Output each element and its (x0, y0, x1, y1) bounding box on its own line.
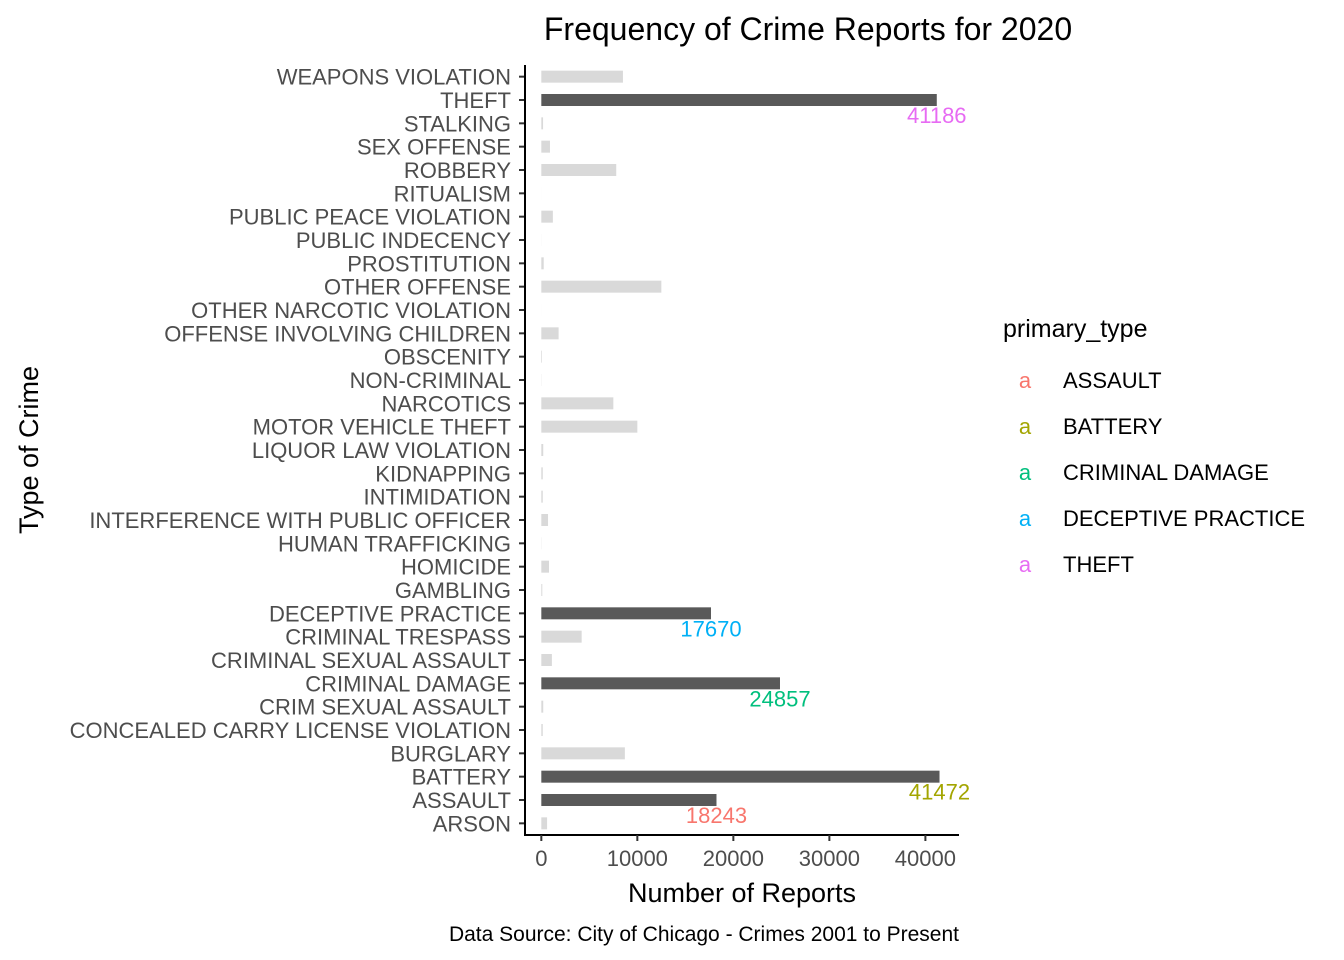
y-tick-label: LIQUOR LAW VIOLATION (252, 438, 511, 463)
bar (541, 677, 780, 690)
bar (541, 350, 542, 363)
y-tick-label: NARCOTICS (381, 391, 511, 416)
y-tick-label: OTHER OFFENSE (324, 275, 511, 300)
bar (541, 117, 544, 130)
data-label: 41472 (909, 780, 970, 805)
legend-key: a (1019, 368, 1032, 393)
y-tick-label: ASSAULT (412, 788, 511, 813)
legend-key: a (1019, 414, 1032, 439)
y-axis-label: Type of Crime (14, 366, 44, 534)
y-tick-label: WEAPONS VIOLATION (277, 65, 511, 90)
x-tick-label: 30000 (799, 846, 860, 871)
legend-key: a (1019, 552, 1032, 577)
x-ticks: 0 10000 20000 30000 40000 (535, 835, 956, 871)
y-tick-label: CRIM SEXUAL ASSAULT (259, 695, 511, 720)
y-tick-label: BATTERY (412, 765, 512, 790)
x-tick-label: 10000 (607, 846, 668, 871)
x-tick-label: 0 (535, 846, 547, 871)
bar (541, 817, 548, 830)
y-tick-label: ROBBERY (404, 158, 512, 183)
y-tick-label: RITUALISM (394, 181, 511, 206)
bar (541, 467, 543, 480)
bar (541, 280, 662, 293)
data-label: 18243 (686, 803, 747, 828)
y-tick-label: PUBLIC INDECENCY (296, 228, 511, 253)
y-tick-label: OBSCENITY (384, 345, 511, 370)
y-tick-label: PUBLIC PEACE VIOLATION (229, 205, 511, 230)
y-tick-label: CRIMINAL TRESPASS (285, 625, 511, 650)
bar (541, 420, 638, 433)
bar (541, 560, 550, 573)
y-tick-label: OFFENSE INVOLVING CHILDREN (164, 321, 511, 346)
bar (541, 700, 544, 713)
x-axis-label: Number of Reports (628, 878, 856, 908)
bars (541, 70, 940, 830)
y-tick-label: DECEPTIVE PRACTICE (269, 601, 511, 626)
caption: Data Source: City of Chicago - Crimes 20… (449, 923, 959, 946)
y-tick-label: CRIMINAL SEXUAL ASSAULT (211, 648, 511, 673)
y-tick-label: CRIMINAL DAMAGE (305, 671, 511, 696)
y-tick-label: GAMBLING (395, 578, 511, 603)
bar (541, 514, 549, 526)
y-tick-label: STALKING (404, 111, 511, 136)
bar (541, 327, 559, 340)
legend-key: a (1019, 506, 1032, 531)
legend: primary_type a ASSAULT a BATTERY a CRIMINAL D… (1003, 315, 1305, 577)
y-tick-label: SEX OFFENSE (357, 135, 511, 160)
y-tick-label: THEFT (440, 88, 511, 113)
legend-label: ASSAULT (1063, 368, 1162, 393)
legend-key: a (1019, 460, 1032, 485)
y-tick-label: MOTOR VEHICLE THEFT (253, 415, 511, 440)
data-label: 17670 (680, 616, 741, 641)
bar (541, 490, 543, 503)
bar (541, 140, 550, 153)
chart-title: Frequency of Crime Reports for 2020 (544, 11, 1072, 47)
y-tick-label: NON-CRIMINAL (350, 368, 511, 393)
bar (541, 210, 553, 223)
y-tick-label: HOMICIDE (401, 555, 511, 580)
bar (541, 397, 614, 410)
x-tick-label: 40000 (895, 846, 956, 871)
bar (541, 94, 937, 106)
legend-label: DECEPTIVE PRACTICE (1063, 506, 1305, 531)
bar (541, 70, 623, 83)
y-tick-label: CONCEALED CARRY LICENSE VIOLATION (70, 718, 511, 743)
y-tick-label: INTIMIDATION (364, 485, 511, 510)
bar (541, 584, 543, 596)
data-labels: 18243 41472 24857 17670 41186 (680, 103, 970, 828)
bar (541, 630, 582, 643)
y-tick-label: HUMAN TRAFFICKING (278, 531, 511, 556)
bar (541, 607, 711, 620)
legend-label: THEFT (1063, 552, 1134, 577)
y-tick-label: OTHER NARCOTIC VIOLATION (191, 298, 511, 323)
legend-label: CRIMINAL DAMAGE (1063, 460, 1269, 485)
bar (541, 794, 717, 806)
y-tick-label: ARSON (433, 811, 511, 836)
legend-label: BATTERY (1063, 414, 1163, 439)
y-tick-label: INTERFERENCE WITH PUBLIC OFFICER (89, 508, 511, 533)
bar (541, 747, 625, 760)
y-tick-label: BURGLARY (390, 741, 511, 766)
bar (541, 164, 617, 176)
bar (541, 770, 940, 783)
bar (541, 444, 544, 456)
data-label: 41186 (907, 103, 967, 128)
y-tick-label: KIDNAPPING (375, 461, 511, 486)
legend-title: primary_type (1003, 315, 1148, 343)
bar (541, 724, 543, 736)
x-tick-label: 20000 (703, 846, 764, 871)
bar (541, 654, 552, 666)
bar (541, 257, 544, 270)
data-label: 24857 (749, 686, 810, 711)
y-tick-label: PROSTITUTION (347, 251, 511, 276)
